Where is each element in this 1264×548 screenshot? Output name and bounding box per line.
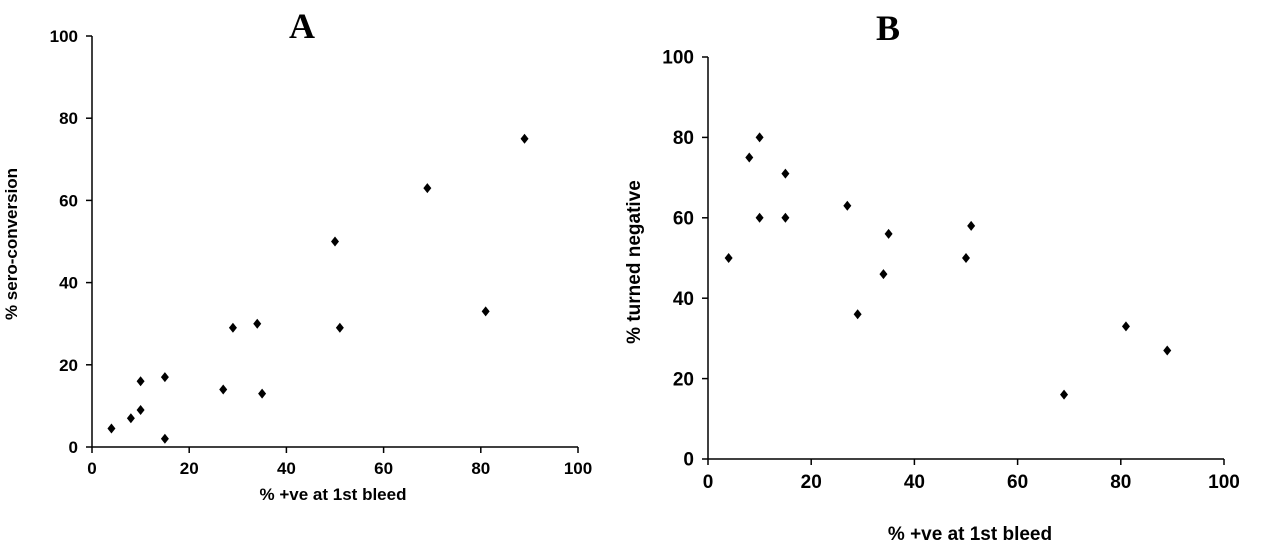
data-point	[253, 318, 262, 329]
y-tick-label: 80	[59, 109, 78, 128]
panel-a-y-axis-title: % sero-conversion	[2, 168, 21, 320]
x-tick-label: 0	[87, 459, 96, 478]
x-tick-label: 100	[564, 459, 592, 478]
x-tick-label: 0	[703, 472, 714, 493]
panel-a-x-ticks: 0 20 40 60 80 100	[87, 447, 592, 478]
panel-a-chart: A 0 20 40 60 80 100 0 20 40 60 80 100 % +ve at 1st…	[2, 6, 592, 504]
x-tick-label: 100	[1208, 472, 1240, 493]
data-point	[107, 423, 116, 434]
data-point	[1060, 389, 1069, 400]
x-tick-label: 80	[1110, 472, 1131, 493]
data-point	[879, 269, 888, 280]
y-tick-label: 100	[662, 48, 694, 69]
x-tick-label: 60	[1007, 472, 1028, 493]
data-point	[967, 220, 976, 231]
y-tick-label: 40	[59, 274, 78, 293]
data-point	[1163, 345, 1172, 356]
data-point	[520, 133, 529, 144]
x-tick-label: 40	[904, 472, 925, 493]
y-tick-label: 100	[50, 27, 78, 46]
data-point	[962, 253, 970, 263]
panel-b-label: B	[876, 8, 900, 48]
panel-a-y-ticks: 0 20 40 60 80 100	[50, 27, 92, 457]
data-point	[745, 152, 754, 163]
panel-a-points	[107, 133, 529, 444]
data-point	[1121, 321, 1130, 332]
panel-b-y-ticks: 0 20 40 60 80 100	[662, 48, 708, 471]
data-point	[219, 384, 228, 395]
data-point	[884, 228, 893, 239]
data-point	[136, 405, 145, 416]
data-point	[755, 212, 764, 223]
y-tick-label: 20	[673, 369, 694, 390]
data-point	[481, 306, 490, 317]
data-point	[160, 433, 169, 444]
x-tick-label: 40	[277, 459, 296, 478]
data-point	[781, 212, 790, 223]
y-tick-label: 60	[59, 191, 78, 210]
data-point	[843, 200, 852, 211]
y-tick-label: 20	[59, 356, 78, 375]
panel-a-label: A	[289, 6, 315, 46]
data-point	[160, 372, 169, 383]
panel-b-y-axis-title: % turned negative	[624, 180, 645, 344]
y-tick-label: 40	[673, 289, 694, 310]
data-point	[258, 388, 267, 399]
data-point	[853, 309, 862, 320]
panel-a-x-axis-title: % +ve at 1st bleed	[260, 485, 407, 504]
data-point	[755, 132, 764, 143]
panel-b-x-axis-title: % +ve at 1st bleed	[888, 524, 1052, 545]
panel-b-points	[724, 132, 1172, 400]
data-point	[331, 236, 339, 247]
data-point	[126, 413, 135, 424]
y-tick-label: 80	[673, 128, 694, 149]
y-tick-label: 60	[673, 208, 694, 229]
data-point	[724, 253, 733, 263]
y-tick-label: 0	[69, 438, 78, 457]
x-tick-label: 20	[180, 459, 199, 478]
data-point	[136, 376, 145, 387]
x-tick-label: 20	[801, 472, 822, 493]
panel-b-x-ticks: 0 20 40 60 80 100	[703, 459, 1240, 493]
panel-b-chart: B 0 20 40 60 80 100 0 20 40 60 80 100 % +ve at 1st…	[624, 8, 1240, 545]
data-point	[781, 168, 790, 179]
data-point	[228, 322, 237, 333]
x-tick-label: 80	[471, 459, 490, 478]
data-point	[335, 322, 344, 333]
x-tick-label: 60	[374, 459, 393, 478]
data-point	[423, 183, 432, 194]
y-tick-label: 0	[683, 450, 694, 471]
